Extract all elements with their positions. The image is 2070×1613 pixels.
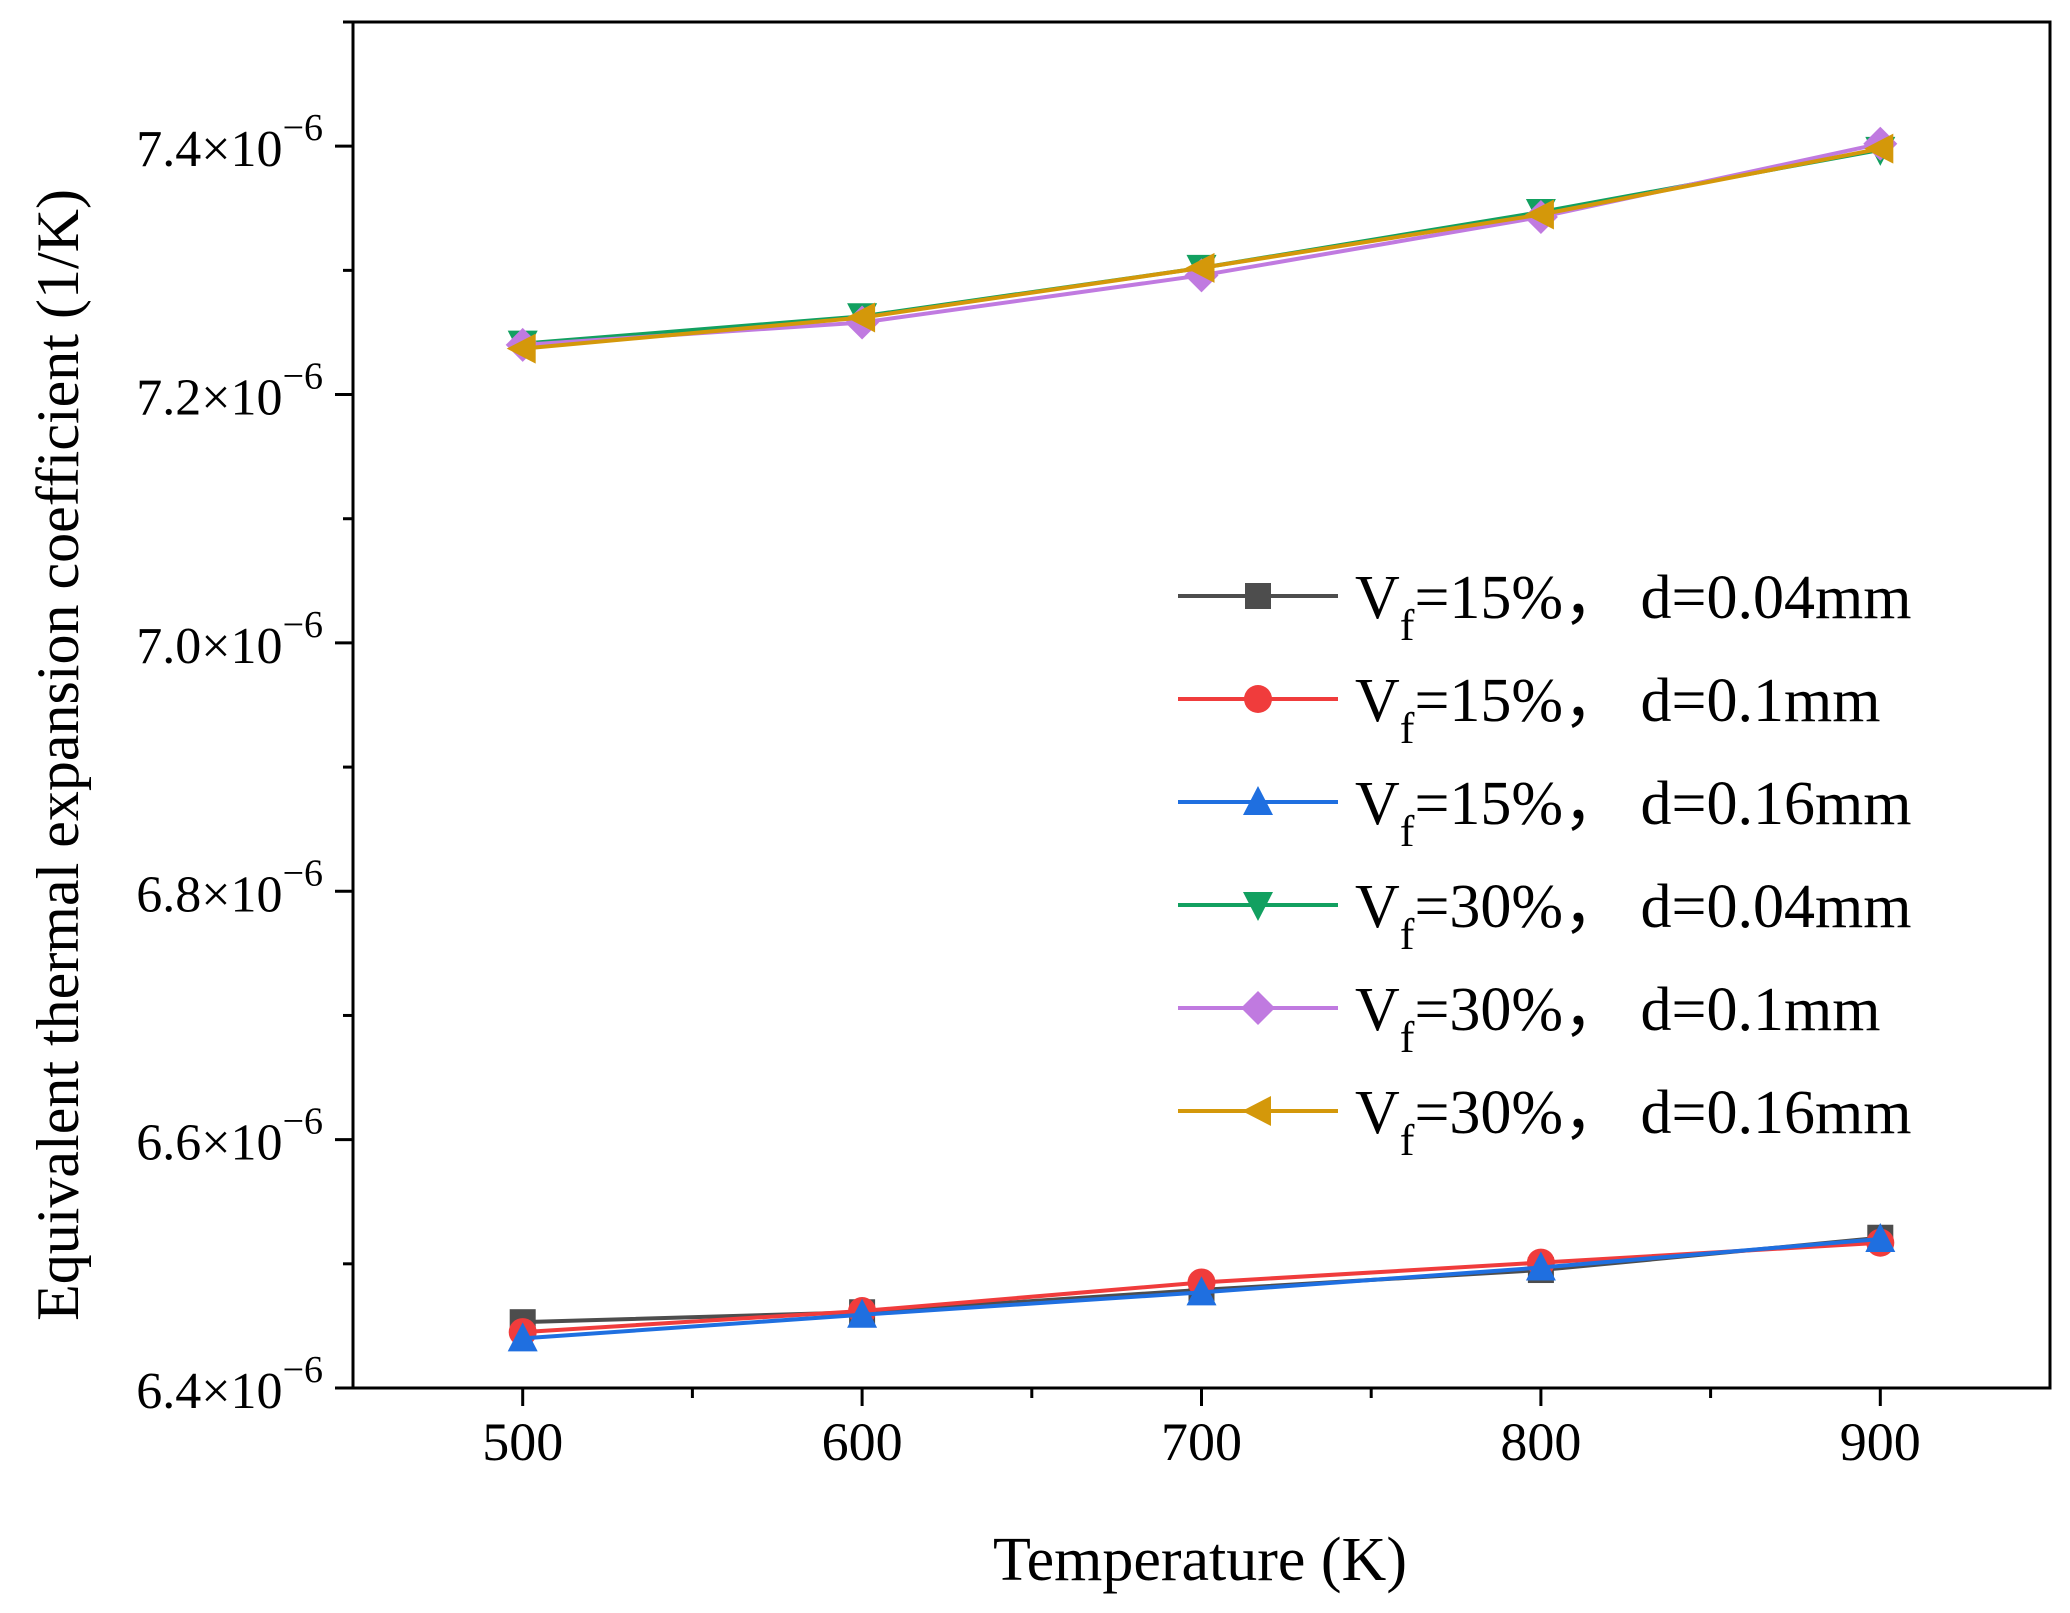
data-point-vf15-d016 (507, 1322, 538, 1352)
legend-item-vf15-d01: Vf=15%， d=0.1mm (1178, 667, 1880, 753)
legend-marker (1245, 583, 1271, 609)
legend-label-main: V (1355, 1079, 1400, 1147)
y-tick-times: ×10 (201, 370, 282, 427)
legend-label-main: V (1355, 667, 1400, 735)
x-tick-label: 500 (482, 1412, 563, 1472)
data-point-vf30-d016 (506, 333, 536, 364)
y-tick-label: 7.4×10−6 (136, 107, 323, 178)
series-vf15-d016 (507, 1222, 1896, 1352)
legend-label-main: V (1355, 564, 1400, 632)
y-tick-mantissa: 7.0 (136, 618, 201, 675)
x-tick-label: 600 (822, 1412, 903, 1472)
legend-label-sub: f (1400, 601, 1415, 650)
y-tick-label: 7.2×10−6 (136, 356, 323, 427)
legend-label-rest: =15%， d=0.1mm (1414, 667, 1880, 735)
legend-label-main: V (1355, 873, 1400, 941)
legend-label: Vf=15%， d=0.04mm (1355, 564, 1911, 650)
series-line-vf30-d004 (522, 147, 1881, 346)
legend-marker (1242, 1096, 1271, 1126)
legend-label-rest: =30%， d=0.04mm (1414, 873, 1911, 941)
series-layer (505, 126, 1898, 1352)
legend-label-sub: f (1400, 807, 1415, 856)
y-tick-times: ×10 (201, 1363, 282, 1420)
y-tick-mantissa: 6.4 (136, 1363, 201, 1420)
y-tick-label: 6.6×10−6 (136, 1101, 323, 1172)
legend-item-vf30-d004: Vf=30%， d=0.04mm (1178, 873, 1911, 959)
legend-label-rest: =15%， d=0.04mm (1414, 564, 1911, 632)
y-tick-times: ×10 (201, 866, 282, 923)
y-tick-exponent: −6 (283, 1101, 323, 1143)
legend-item-vf15-d016: Vf=15%， d=0.16mm (1178, 770, 1911, 856)
y-tick-exponent: −6 (283, 852, 323, 894)
x-tick-label: 700 (1161, 1412, 1242, 1472)
legend-marker (1241, 991, 1275, 1025)
data-point-vf30-d016 (1185, 252, 1215, 283)
y-tick-exponent: −6 (283, 604, 323, 646)
y-tick-mantissa: 6.8 (136, 866, 201, 923)
y-tick-exponent: −6 (283, 107, 323, 149)
data-point-vf15-d016 (847, 1298, 878, 1328)
y-tick-mantissa: 7.2 (136, 370, 201, 427)
x-tick-label: 800 (1500, 1412, 1581, 1472)
series-vf30-d004 (507, 136, 1896, 360)
axis-ticks: 500 600 700 800 9006.4×10−66.6×10−66.8×10−67… (136, 20, 1921, 1472)
data-point-vf15-d016 (1186, 1276, 1217, 1306)
y-tick-times: ×10 (201, 618, 282, 675)
data-point-vf15-d016 (1525, 1251, 1556, 1281)
legend-label-main: V (1355, 770, 1400, 838)
legend-label-sub: f (1400, 704, 1415, 753)
y-axis-title: Equivalent thermal expansion coefficient… (25, 189, 91, 1321)
legend-label: Vf=30%， d=0.04mm (1355, 873, 1911, 959)
y-tick-mantissa: 7.4 (136, 121, 201, 178)
legend-label-rest: =30%， d=0.1mm (1414, 976, 1880, 1044)
data-point-vf30-d016 (1864, 133, 1894, 164)
legend-item-vf15-d004: Vf=15%， d=0.04mm (1178, 564, 1911, 650)
data-point-vf15-d016 (1865, 1222, 1896, 1252)
legend-marker (1244, 685, 1272, 713)
data-point-vf30-d016 (1524, 199, 1554, 230)
y-tick-label: 7.0×10−6 (136, 604, 323, 675)
y-tick-label: 6.8×10−6 (136, 852, 323, 923)
x-tick-label: 900 (1840, 1412, 1921, 1472)
legend-label-sub: f (1400, 1116, 1415, 1165)
series-line-vf30-d01 (522, 141, 1881, 347)
y-tick-times: ×10 (201, 1115, 282, 1172)
legend-label-sub: f (1400, 1013, 1415, 1062)
y-tick-times: ×10 (201, 121, 282, 178)
data-point-vf30-d016 (846, 302, 876, 333)
legend-label-sub: f (1400, 910, 1415, 959)
legend-label: Vf=30%， d=0.1mm (1355, 976, 1880, 1062)
series-line-vf30-d016 (522, 146, 1881, 351)
y-tick-exponent: −6 (283, 1349, 323, 1391)
legend-marker (1243, 786, 1273, 815)
legend-label-main: V (1355, 976, 1400, 1044)
legend-label-rest: =15%， d=0.16mm (1414, 770, 1911, 838)
legend-item-vf30-d01: Vf=30%， d=0.1mm (1178, 976, 1880, 1062)
y-tick-exponent: −6 (283, 356, 323, 398)
legend-marker (1243, 892, 1273, 921)
y-tick-label: 6.4×10−6 (136, 1349, 323, 1420)
legend-label: Vf=15%， d=0.1mm (1355, 667, 1880, 753)
legend-label: Vf=30%， d=0.16mm (1355, 1079, 1911, 1165)
y-tick-mantissa: 6.6 (136, 1115, 201, 1172)
legend-label-rest: =30%， d=0.16mm (1414, 1079, 1911, 1147)
legend-label: Vf=15%， d=0.16mm (1355, 770, 1911, 856)
legend-item-vf30-d016: Vf=30%， d=0.16mm (1178, 1079, 1911, 1165)
series-vf30-d016 (506, 133, 1894, 364)
x-axis-title: Temperature (K) (993, 1526, 1407, 1594)
